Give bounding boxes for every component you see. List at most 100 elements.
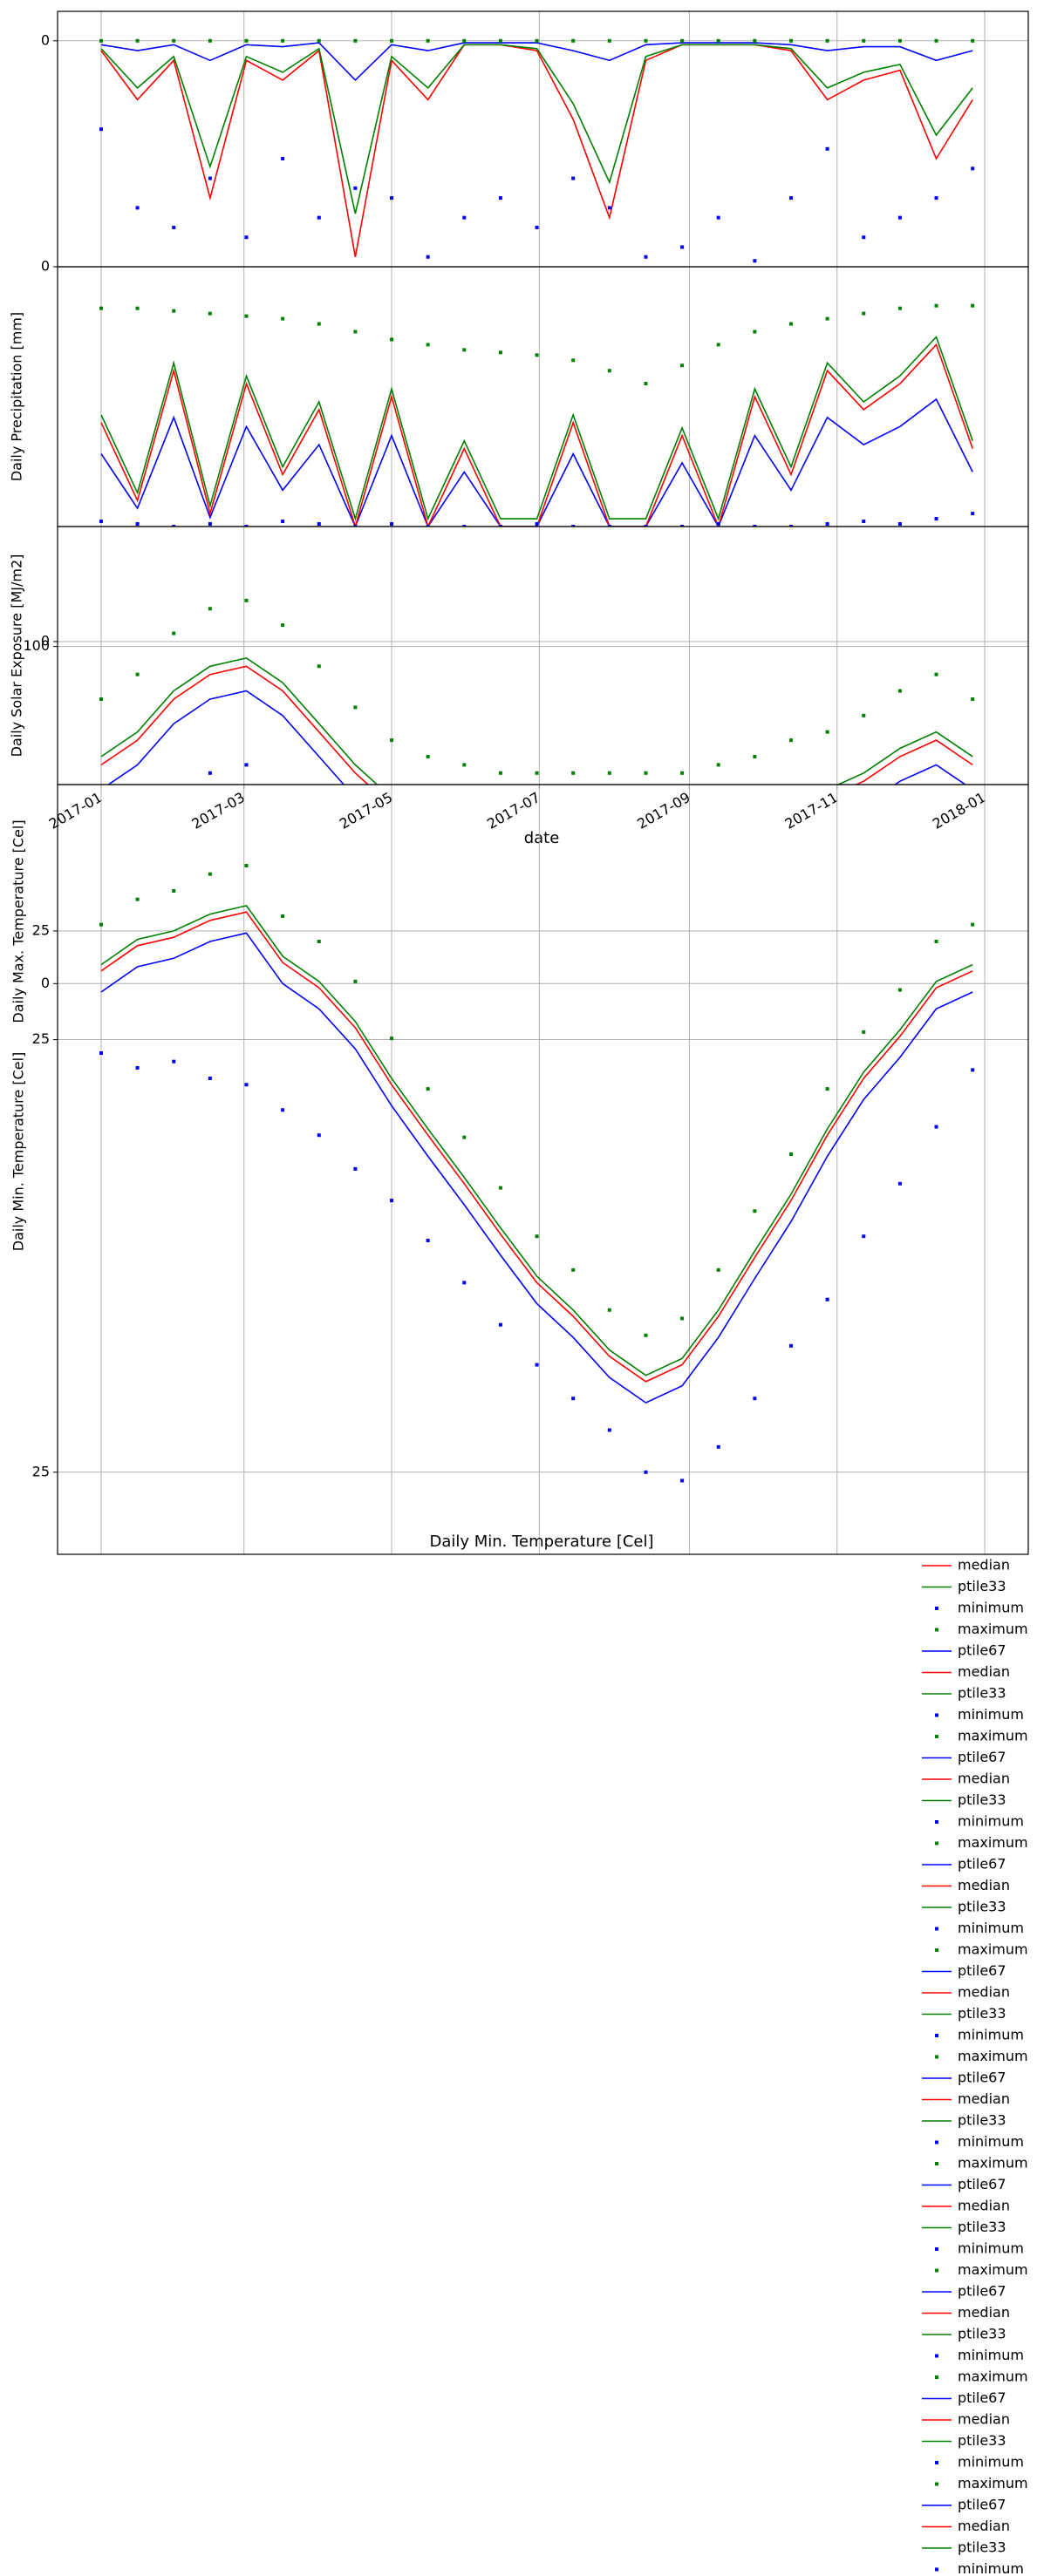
- legend-label: median: [958, 1984, 1010, 2001]
- series-point: [462, 1281, 467, 1285]
- series-point: [390, 196, 394, 201]
- legend-label: ptile33: [958, 1791, 1006, 1808]
- x-axis-label: date: [524, 829, 560, 847]
- legend-label: maximum: [958, 1728, 1028, 1744]
- series-point: [716, 38, 720, 43]
- series-point: [897, 988, 902, 992]
- series-point: [353, 870, 357, 873]
- series-point: [135, 306, 140, 310]
- y-tick-label: 0: [41, 975, 50, 991]
- series-point: [390, 38, 394, 43]
- series-point: [862, 1030, 866, 1034]
- legend-label: minimum: [958, 1600, 1024, 1616]
- legend-label: maximum: [958, 2369, 1028, 2385]
- series-point: [607, 38, 611, 43]
- series-point: [607, 771, 611, 775]
- series-point: [317, 829, 321, 833]
- series-point: [208, 771, 212, 775]
- series-point: [971, 861, 974, 865]
- series-point: [244, 864, 249, 868]
- series-point: [644, 382, 648, 386]
- series-point: [753, 919, 756, 922]
- series-point: [788, 738, 793, 743]
- series-point: [897, 522, 902, 527]
- series-point: [172, 38, 176, 43]
- series-point: [99, 697, 103, 701]
- series-point: [571, 1268, 576, 1272]
- y-tick-label: 100: [23, 637, 50, 654]
- series-point: [680, 38, 685, 43]
- series-point: [135, 1065, 140, 1070]
- legend-label: ptile33: [958, 2539, 1006, 2556]
- legend-label: maximum: [958, 1834, 1028, 1851]
- series-point: [535, 1363, 539, 1367]
- series-point: [680, 771, 685, 775]
- series-point: [825, 522, 829, 527]
- series-point: [281, 520, 285, 524]
- series-point: [716, 522, 720, 527]
- series-point: [208, 176, 212, 180]
- legend-swatch: [935, 1927, 938, 1931]
- series-point: [353, 979, 358, 983]
- series-point: [281, 157, 285, 161]
- series-point: [644, 935, 647, 939]
- x-tick-label: 2018-01: [930, 789, 988, 833]
- legend-label: maximum: [958, 2475, 1028, 2491]
- series-point: [281, 38, 285, 43]
- series-point: [317, 38, 321, 43]
- series-point: [208, 607, 212, 611]
- legend-label: minimum: [958, 1813, 1024, 1830]
- legend-swatch: [935, 1948, 938, 1952]
- series-point: [317, 939, 321, 943]
- series-point: [462, 525, 467, 527]
- series-point: [716, 215, 720, 220]
- y-tick-label: 0: [41, 31, 50, 48]
- series-point: [571, 771, 576, 775]
- series-point: [99, 922, 103, 927]
- series-point: [934, 672, 938, 676]
- legend-swatch: [935, 2055, 938, 2059]
- series-line: [100, 44, 973, 214]
- series-point: [753, 525, 757, 527]
- series-point: [607, 369, 611, 373]
- series-point: [426, 754, 430, 758]
- series-point: [208, 872, 212, 876]
- series-point: [644, 525, 648, 527]
- legend-label: maximum: [958, 1941, 1028, 1958]
- series-point: [825, 38, 829, 43]
- series-point: [353, 330, 358, 334]
- series-point: [426, 1239, 430, 1243]
- series-point: [462, 928, 466, 931]
- series-point: [971, 922, 975, 927]
- series-point: [644, 1333, 648, 1337]
- series-point: [172, 225, 176, 229]
- series-point: [826, 894, 829, 898]
- legend-swatch: [935, 2482, 938, 2486]
- series-point: [680, 1478, 685, 1483]
- series-point: [897, 306, 902, 310]
- legend-label: median: [958, 1557, 1010, 1573]
- series-point: [244, 314, 249, 318]
- series-point: [789, 903, 793, 907]
- series-line: [100, 904, 973, 1376]
- legend-swatch: [935, 1841, 938, 1845]
- series-point: [462, 215, 467, 220]
- legend-label: minimum: [958, 2347, 1024, 2363]
- series-point: [390, 522, 394, 527]
- series-point: [244, 38, 249, 43]
- series-point: [99, 306, 103, 310]
- legend-swatch: [935, 2268, 938, 2273]
- series-point: [172, 889, 176, 894]
- series-point: [788, 525, 793, 527]
- series-point: [390, 1199, 394, 1203]
- series-point: [934, 1125, 938, 1129]
- axes-frame: [57, 10, 1029, 268]
- legend-label: ptile33: [958, 1578, 1006, 1594]
- y-tick-label: 0: [41, 258, 50, 275]
- series-line: [100, 911, 973, 1383]
- series-point: [788, 322, 793, 326]
- series-point: [680, 525, 685, 527]
- series-point: [753, 259, 757, 263]
- legend-label: ptile33: [958, 2219, 1006, 2235]
